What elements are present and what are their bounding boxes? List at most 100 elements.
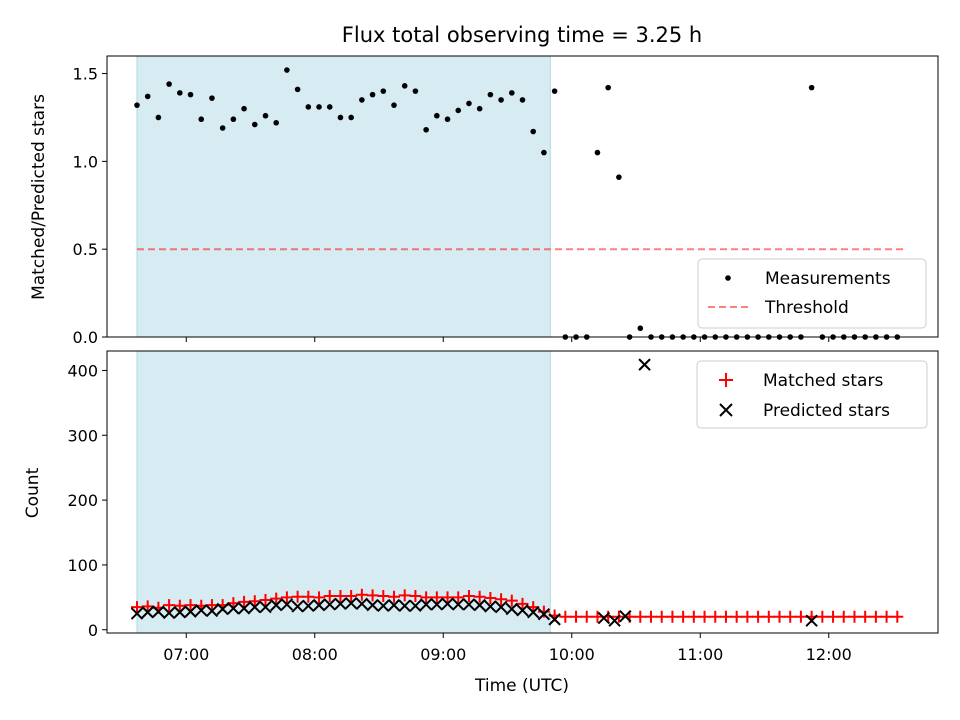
matched-star-point bbox=[291, 590, 304, 603]
measurement-point bbox=[134, 102, 140, 108]
matched-star-point bbox=[398, 589, 411, 602]
count-points bbox=[130, 358, 904, 627]
measurement-point bbox=[519, 97, 526, 103]
matched-star-point bbox=[345, 590, 358, 603]
predicted-star-point bbox=[280, 598, 294, 611]
matched-star-point bbox=[270, 592, 283, 605]
matched-star-point bbox=[570, 610, 583, 623]
bottom-legend: Matched stars Predicted stars bbox=[696, 360, 928, 429]
bottom-panel: 0 100 200 300 400 07:00 08:00 09:00 10:00 11:00 1… bbox=[23, 350, 939, 696]
matched-star-point bbox=[859, 610, 872, 623]
measurement-point bbox=[337, 114, 344, 121]
predicted-star-point bbox=[152, 605, 165, 618]
x-axis-label: Time (UTC) bbox=[474, 676, 569, 696]
measurement-point bbox=[401, 83, 408, 89]
matched-star-point bbox=[495, 593, 508, 606]
bottom-y-axis-label: Count bbox=[23, 467, 43, 518]
measurement-point bbox=[262, 112, 269, 119]
measurement-point bbox=[230, 116, 237, 123]
legend-measurements-label: Measurements bbox=[765, 269, 891, 289]
shaded-observing-window bbox=[136, 350, 551, 634]
measurement-point bbox=[369, 91, 376, 98]
matched-star-point bbox=[441, 591, 454, 604]
y-tick-label: 1.5 bbox=[73, 65, 98, 84]
matched-star-point bbox=[313, 591, 326, 604]
predicted-star-point bbox=[312, 598, 326, 612]
predicted-star-point bbox=[619, 609, 632, 623]
matched-star-point bbox=[794, 610, 807, 623]
predicted-star-point bbox=[227, 602, 240, 615]
bottom-axes-frame bbox=[106, 350, 939, 634]
x-tick-label: 08:00 bbox=[292, 645, 338, 664]
predicted-star-point bbox=[409, 599, 422, 612]
matched-star-point bbox=[559, 610, 572, 623]
predicted-star-point bbox=[462, 598, 476, 611]
measurement-point bbox=[476, 105, 483, 112]
matched-star-point bbox=[837, 610, 850, 623]
predicted-star-point bbox=[608, 614, 621, 627]
measurement-point bbox=[455, 107, 462, 114]
y-tick-label: 0 bbox=[88, 621, 98, 640]
matched-star-point bbox=[141, 600, 154, 613]
matched-star-point bbox=[505, 594, 518, 607]
measurement-point bbox=[144, 93, 151, 100]
measurement-point bbox=[594, 149, 601, 156]
matched-star-point bbox=[698, 610, 711, 623]
matched-star-point bbox=[420, 591, 433, 604]
y-tick-label: 1.0 bbox=[73, 152, 98, 171]
matched-star-point bbox=[355, 588, 368, 601]
y-tick-label: 0.0 bbox=[73, 328, 98, 347]
top-x-ticks bbox=[185, 337, 830, 342]
legend-matched-label: Matched stars bbox=[763, 371, 883, 391]
predicted-star-point bbox=[597, 611, 611, 625]
predicted-star-point bbox=[516, 604, 529, 617]
measurement-point bbox=[198, 116, 205, 123]
matched-star-point bbox=[377, 590, 390, 603]
matched-star-point bbox=[741, 610, 754, 623]
matched-star-point bbox=[238, 595, 251, 608]
matched-star-point bbox=[719, 610, 732, 623]
x-tick-label: 10:00 bbox=[549, 645, 595, 664]
matched-star-point bbox=[869, 610, 882, 623]
matched-star-point bbox=[655, 610, 668, 623]
matched-star-point bbox=[473, 590, 486, 603]
matched-star-point bbox=[259, 593, 272, 606]
measurement-point bbox=[616, 174, 622, 180]
matched-star-point bbox=[784, 610, 797, 623]
predicted-star-point bbox=[441, 597, 454, 611]
top-shaded-span bbox=[136, 55, 551, 338]
predicted-star-point bbox=[323, 598, 336, 611]
predicted-star-point bbox=[302, 599, 315, 612]
matched-star-point bbox=[752, 610, 765, 623]
predicted-star-point bbox=[430, 598, 444, 611]
bottom-y-ticks: 0 100 200 300 400 bbox=[67, 361, 107, 640]
predicted-star-point bbox=[548, 613, 561, 626]
top-y-axis-label: Matched/Predicted stars bbox=[29, 94, 49, 300]
predicted-star-point bbox=[173, 606, 187, 619]
predicted-star-point bbox=[205, 604, 219, 618]
predicted-star-point bbox=[419, 598, 433, 611]
matched-star-point bbox=[848, 610, 861, 623]
measurement-point bbox=[187, 91, 194, 98]
matched-star-point bbox=[409, 590, 422, 603]
matched-star-point bbox=[173, 599, 186, 612]
top-legend-box bbox=[697, 258, 927, 329]
predicted-star-point bbox=[377, 599, 390, 612]
matched-star-point bbox=[816, 610, 829, 623]
x-tick-label: 11:00 bbox=[677, 645, 723, 664]
measurement-point bbox=[294, 86, 301, 93]
measurement-point bbox=[359, 97, 365, 103]
top-panel: 0.0 0.5 1.0 1.5 Matched/Predicted stars Mea… bbox=[29, 55, 939, 347]
bottom-shaded-span bbox=[136, 350, 551, 634]
x-tick-label: 07:00 bbox=[163, 645, 209, 664]
matched-star-point bbox=[773, 610, 786, 623]
measurement-point bbox=[508, 90, 515, 96]
measurement-point bbox=[166, 81, 172, 87]
matched-star-point bbox=[709, 610, 722, 623]
bottom-legend-box bbox=[696, 360, 928, 429]
matched-star-point bbox=[484, 591, 497, 604]
matched-star-point bbox=[205, 599, 218, 612]
matched-star-point bbox=[387, 590, 400, 603]
matched-star-point bbox=[827, 610, 840, 623]
measurement-point bbox=[444, 116, 451, 123]
